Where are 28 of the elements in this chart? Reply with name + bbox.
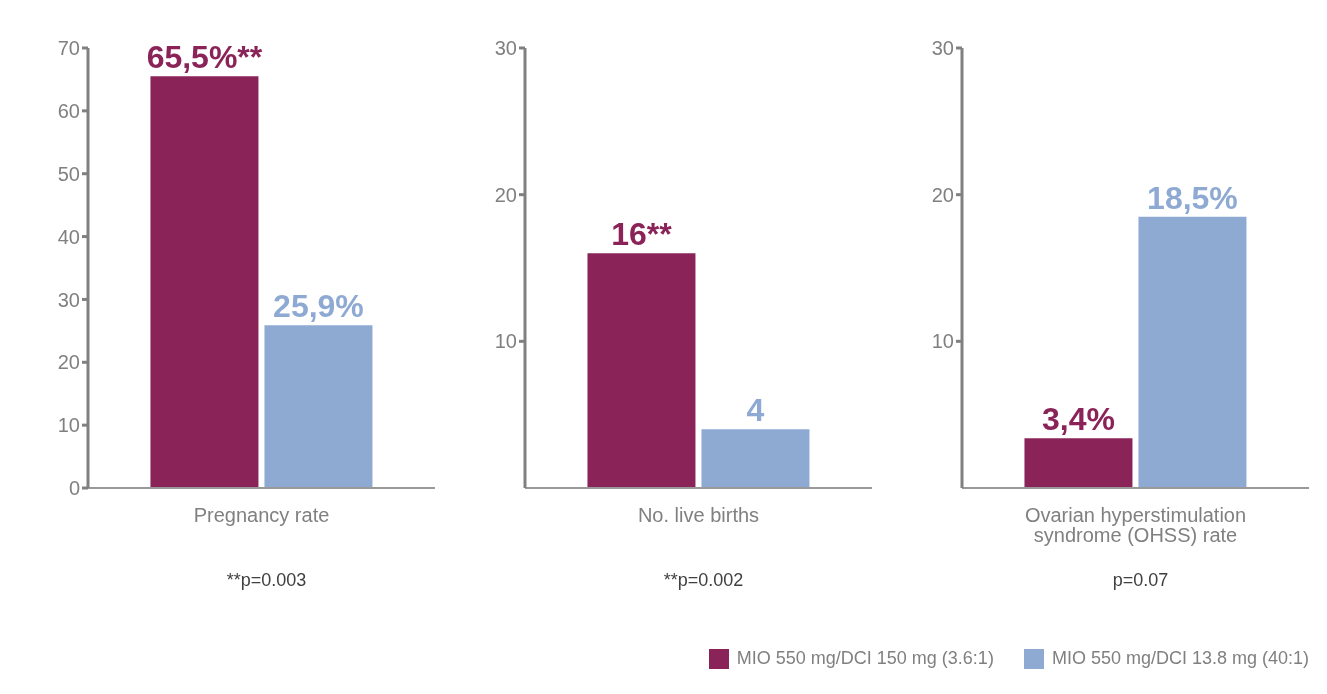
- y-tick-label: 10: [57, 414, 80, 437]
- y-tick-label: 30: [57, 288, 80, 311]
- y-tick-label: 10: [931, 330, 954, 353]
- y-tick-label: 30: [494, 37, 517, 60]
- y-tick-label: 20: [57, 351, 80, 374]
- y-tick-label: 30: [931, 37, 954, 60]
- y-tick-label: 0: [68, 477, 80, 500]
- x-tick-label: Pregnancy rate: [193, 504, 330, 527]
- data-label: 65,5%**: [146, 39, 263, 76]
- x-tick-label: Ovarian hyperstimulation syndrome (OHSS) rate: [1024, 504, 1247, 547]
- legend-label: MIO 550 mg/DCI 150 mg (3.6:1): [736, 648, 994, 669]
- y-tick-label: 20: [931, 183, 954, 206]
- data-label: 25,9%: [273, 288, 364, 325]
- data-label: 18,5%: [1147, 179, 1238, 216]
- y-tick-label: 20: [494, 183, 517, 206]
- text: **p=0.002: [662, 570, 745, 591]
- y-tick-label: 50: [57, 162, 80, 185]
- y-tick-label: 40: [57, 225, 80, 248]
- y-tick-label: 10: [494, 330, 517, 353]
- legend-label: MIO 550 mg/DCI 13.8 mg (40:1): [1051, 648, 1309, 669]
- text: p=0.07: [1111, 570, 1170, 591]
- data-label: 16**: [611, 216, 673, 253]
- text: **p=0.003: [225, 570, 308, 591]
- data-label: 3,4%: [1041, 401, 1115, 438]
- data-label: 4: [746, 392, 765, 429]
- y-tick-label: 60: [57, 99, 80, 122]
- y-tick-label: 70: [57, 37, 80, 60]
- x-tick-label: No. live births: [637, 504, 760, 527]
